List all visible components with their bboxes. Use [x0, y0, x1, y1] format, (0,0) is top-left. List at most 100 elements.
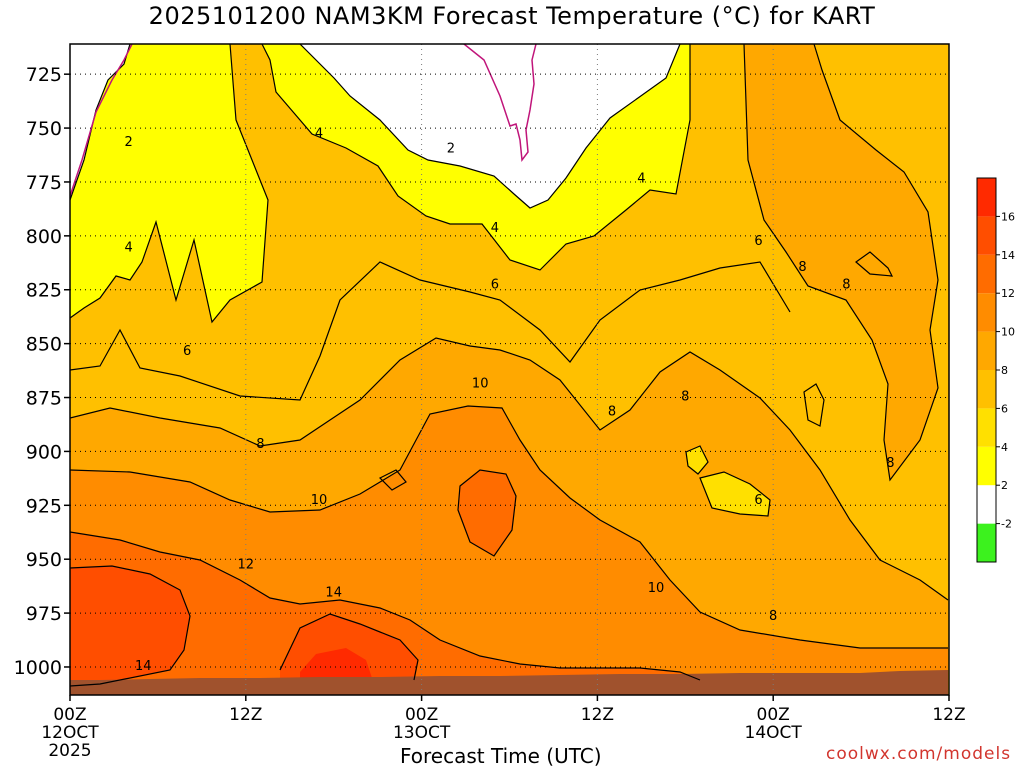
- colorbar-label-3: 6: [1001, 402, 1008, 415]
- x-tick-label-5: 12Z: [932, 705, 965, 725]
- colorbar-bin-9: [977, 178, 996, 217]
- y-tick-label-775: 775: [26, 172, 62, 194]
- colorbar-bin-6: [977, 293, 996, 332]
- band-6-8-pocket-b: [686, 446, 708, 474]
- y-tick-label-925: 925: [26, 495, 62, 517]
- isotherm-6-right: [743, 44, 939, 482]
- y-tick-label-725: 725: [26, 64, 62, 86]
- contour-label-16: 8: [769, 609, 777, 624]
- colorbar-bin-4: [977, 370, 996, 409]
- colorbar-label-1: 2: [1001, 479, 1008, 492]
- y-axis: 725 750 775 800 825 850 875 900 925 950 975 1000: [14, 64, 70, 679]
- y-tick-label-825: 825: [26, 280, 62, 302]
- colorbar-label-8: 16: [1001, 210, 1015, 223]
- contour-label-8: 6: [754, 234, 762, 249]
- contour-label-21: 14: [135, 659, 152, 674]
- x-tick-date-2: 13OCT: [393, 723, 451, 743]
- band-2-4: [70, 44, 268, 322]
- watermark: coolwx.com/models: [826, 744, 1012, 764]
- isotherm-14: [70, 565, 191, 687]
- isotherm-2: [70, 44, 131, 201]
- y-tick-label-900: 900: [26, 441, 62, 463]
- colorbar-bin-5: [977, 331, 996, 370]
- band-lt-2-left: [70, 44, 130, 200]
- colorbar: -2 2 4 6 8 10 12 14 16: [976, 177, 1015, 563]
- contour-label-13: 8: [798, 260, 806, 275]
- chart-title: 2025101200 NAM3KM Forecast Temperature (…: [148, 2, 876, 30]
- plot-frame: [69, 43, 950, 696]
- x-tick-label-3: 12Z: [581, 705, 614, 725]
- y-tick-label-950: 950: [26, 549, 62, 571]
- x-tick-date-0: 12OCT: [41, 723, 99, 743]
- contour-label-12: 8: [681, 389, 689, 404]
- contour-label-7: 6: [491, 277, 499, 292]
- colorbar-bin-1: [977, 485, 996, 524]
- contour-label-18: 10: [472, 376, 489, 391]
- colorbar-bin-0: [977, 523, 996, 562]
- y-tick-label-850: 850: [26, 334, 62, 356]
- isotherm-contours: [70, 44, 949, 687]
- colorbar-label-4: 8: [1001, 364, 1008, 377]
- contour-label-6: 6: [183, 344, 191, 359]
- contour-label-17: 10: [311, 493, 328, 508]
- y-tick-label-975: 975: [26, 603, 62, 625]
- contour-label-14: 8: [842, 277, 850, 292]
- x-tick-label-0: 00Z: [53, 705, 86, 725]
- colorbar-bin-3: [977, 408, 996, 447]
- contour-label-11: 8: [608, 404, 616, 419]
- isotherm-4-b: [261, 44, 691, 271]
- isotherm-small-b: [378, 469, 407, 491]
- x-tick-date-4: 14OCT: [745, 723, 803, 743]
- colorbar-label-0: -2: [1001, 518, 1012, 531]
- colorbar-bin-2: [977, 446, 996, 486]
- colorbar-label-5: 10: [1001, 326, 1015, 339]
- isotherm-2-b: [299, 44, 681, 209]
- contour-label-1: 2: [447, 141, 455, 156]
- x-tick-year-0: 2025: [48, 741, 91, 761]
- y-tick-label-875: 875: [26, 388, 62, 410]
- band-8-10-right: [744, 44, 938, 480]
- colorbar-bin-7: [977, 254, 996, 294]
- colorbar-bin-8: [977, 216, 996, 255]
- zero-degree-line: [70, 44, 537, 197]
- isotherm-pocket-b: [685, 445, 709, 475]
- band-14-16: [70, 566, 190, 686]
- terrain-surface: [70, 670, 948, 695]
- isotherm-12-core: [457, 469, 517, 557]
- isotherm-4: [70, 44, 269, 324]
- isotherm-small-c: [855, 251, 894, 277]
- colorbar-label-6: 12: [1001, 287, 1015, 300]
- x-tick-label-4: 00Z: [757, 705, 790, 725]
- contour-label-22: 14: [325, 586, 342, 601]
- y-tick-label-800: 800: [26, 226, 62, 248]
- isotherm-12: [70, 531, 701, 681]
- contour-label-0: 2: [124, 135, 132, 150]
- x-tick-label-1: 12Z: [229, 705, 262, 725]
- x-axis-label: Forecast Time (UTC): [400, 744, 602, 768]
- y-tick-label-750: 750: [26, 118, 62, 140]
- isotherm-8: [70, 337, 949, 601]
- contour-label-19: 10: [648, 581, 665, 596]
- isotherm-pocket: [699, 471, 771, 517]
- isotherm-10: [70, 405, 948, 649]
- colorbar-label-7: 14: [1001, 249, 1015, 262]
- contour-label-3: 4: [315, 126, 323, 141]
- band-16-18: [300, 648, 372, 684]
- isotherm-14-b: [279, 613, 419, 681]
- contour-labels: 2 2 4 4 4 4 6 6 6 6 8 8 8 8 8 8 8 10 10 10 12 14 14: [124, 126, 894, 674]
- contour-label-9: 6: [754, 493, 762, 508]
- band-lt-2-top: [300, 44, 680, 208]
- x-tick-label-2: 00Z: [405, 705, 438, 725]
- y-tick-label-1000: 1000: [14, 657, 62, 679]
- colorbar-label-2: 4: [1001, 441, 1008, 454]
- contour-label-4: 4: [491, 221, 499, 236]
- isotherm-6: [70, 261, 791, 401]
- contour-label-15: 8: [886, 456, 894, 471]
- isotherm-small-a: [803, 383, 825, 427]
- contour-label-5: 4: [637, 172, 645, 187]
- temperature-fill: [70, 44, 949, 695]
- band-6-8-pocket: [700, 472, 770, 516]
- contour-label-20: 12: [238, 558, 255, 573]
